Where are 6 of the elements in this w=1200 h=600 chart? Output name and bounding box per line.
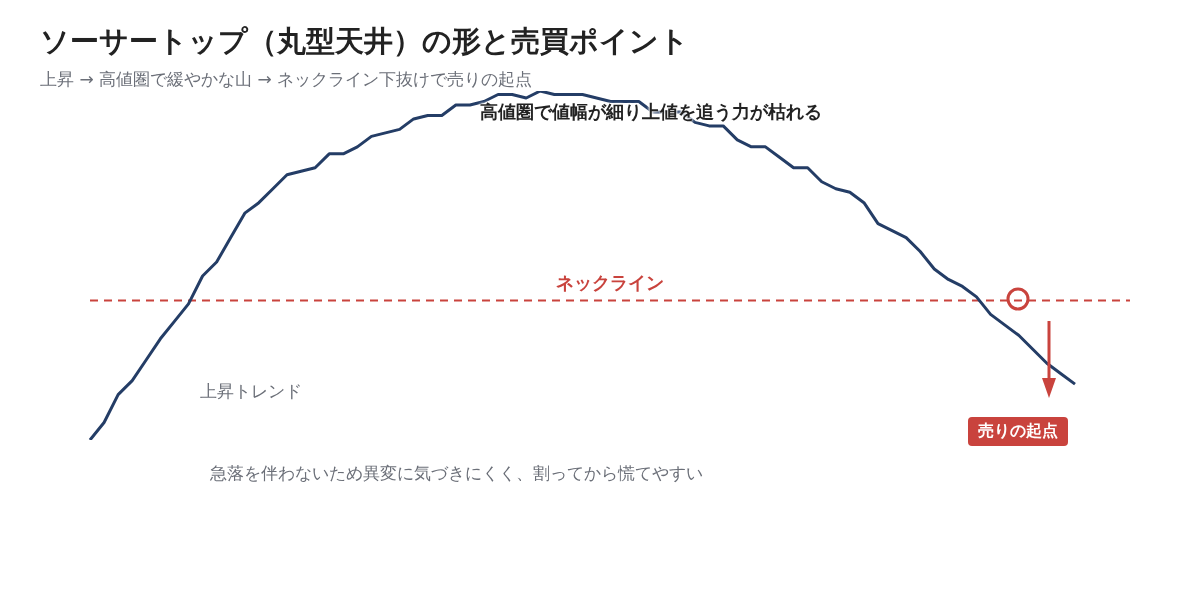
- annotation: 売りの起点: [968, 417, 1068, 446]
- chart-title: ソーサートップ（丸型天井）の形と売買ポイント: [40, 23, 689, 60]
- ref-line-label: ネックライン: [556, 272, 664, 294]
- text: 急落を伴わないため異変に気づきにくく、割ってから慌てやすい: [210, 462, 703, 485]
- annotation: 上昇トレンド: [200, 380, 302, 403]
- chart-subtitle: 上昇 → 高値圏で緩やかな山 → ネックライン下抜けで売りの起点: [40, 68, 533, 91]
